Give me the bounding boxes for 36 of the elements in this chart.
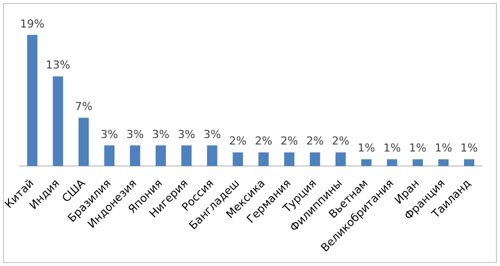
data-label: 2% bbox=[229, 134, 247, 148]
data-label: 1% bbox=[460, 142, 478, 155]
data-label: 3% bbox=[203, 128, 221, 141]
data-label: 3% bbox=[100, 128, 118, 141]
data-label: 3% bbox=[178, 128, 196, 141]
bar bbox=[52, 76, 64, 166]
bar bbox=[386, 159, 398, 166]
data-label: 1% bbox=[409, 142, 426, 155]
bar bbox=[130, 145, 140, 166]
data-label: 2% bbox=[332, 134, 350, 148]
data-label: 3% bbox=[152, 128, 170, 141]
data-label: 1% bbox=[358, 142, 376, 155]
bar bbox=[336, 152, 346, 166]
bar bbox=[438, 159, 449, 166]
data-label: 1% bbox=[434, 142, 452, 155]
bar bbox=[464, 159, 474, 166]
data-label: 2% bbox=[254, 134, 272, 148]
bar bbox=[27, 34, 38, 166]
bar bbox=[284, 152, 294, 166]
bar bbox=[156, 145, 166, 166]
data-label: 19% bbox=[20, 17, 44, 30]
bar bbox=[310, 152, 320, 166]
bar bbox=[258, 152, 269, 166]
data-label: 13% bbox=[46, 58, 70, 72]
data-label: 2% bbox=[280, 134, 298, 148]
data-label: 1% bbox=[383, 142, 401, 155]
data-label: 3% bbox=[126, 128, 144, 141]
data-label: 2% bbox=[306, 134, 324, 148]
bar bbox=[181, 145, 192, 166]
bar bbox=[412, 159, 423, 166]
bar bbox=[78, 118, 89, 166]
bar bbox=[361, 159, 372, 166]
data-label: 7% bbox=[74, 100, 92, 114]
bar bbox=[232, 152, 243, 166]
bar bbox=[207, 145, 218, 166]
bar bbox=[104, 145, 114, 166]
